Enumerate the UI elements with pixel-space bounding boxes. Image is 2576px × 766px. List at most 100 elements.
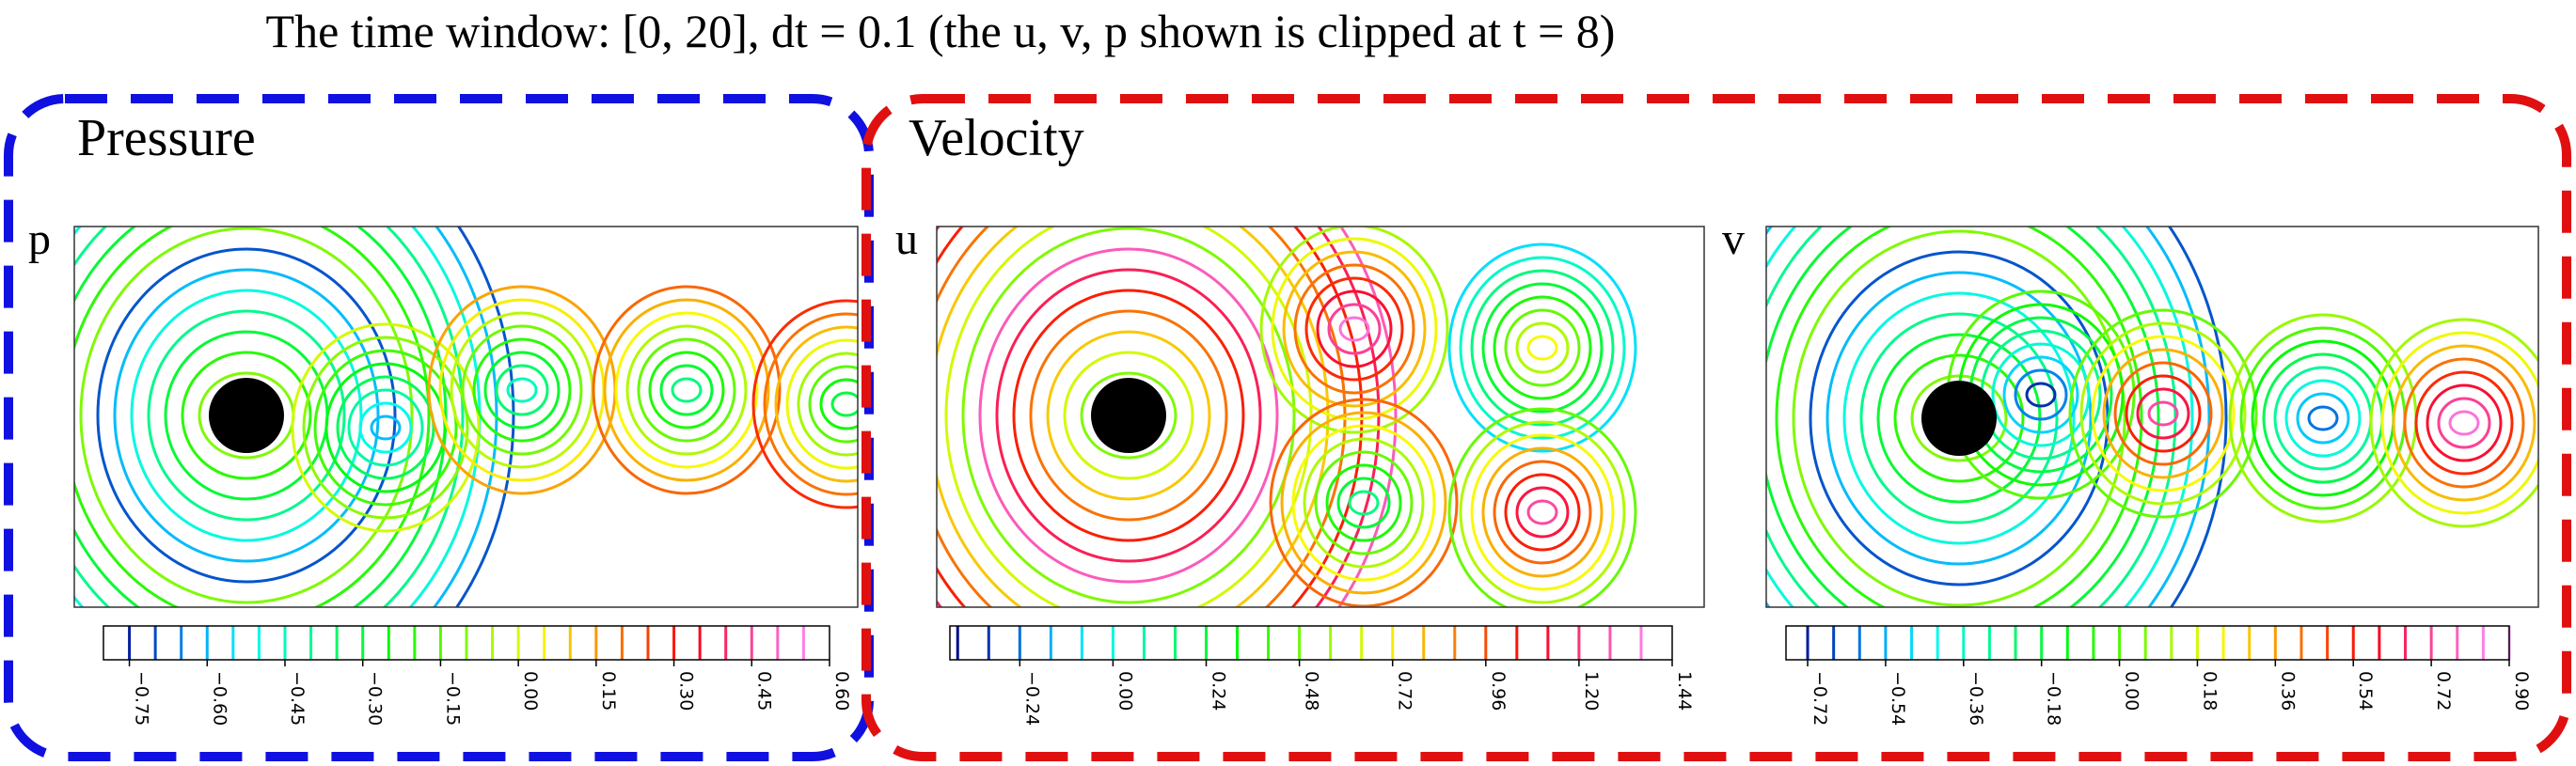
contour-line: [74, 227, 448, 607]
contour-line: [961, 227, 1296, 604]
contour-line: [506, 377, 538, 403]
contour-line: [1303, 437, 1425, 569]
contour-line: [978, 247, 1279, 584]
contour-line: [1470, 269, 1615, 427]
contour-line: [2125, 374, 2202, 453]
contour-line: [1029, 309, 1228, 522]
contour-line: [1316, 289, 1393, 368]
contour-line: [427, 285, 617, 495]
variable-label: p: [28, 214, 51, 264]
pressure-frame: [4, 94, 874, 761]
contour-field: [1766, 227, 2538, 607]
colorbar-tick-label: −0.45: [287, 671, 308, 726]
colorbar-tick-label: −0.15: [442, 671, 463, 726]
contour-line: [1515, 321, 1570, 374]
contour-line: [370, 414, 402, 441]
colorbar-tick-label: 0.00: [2122, 671, 2142, 711]
colorbar-tick-label: −0.30: [365, 671, 386, 726]
contour-line: [1046, 330, 1211, 501]
contour-line: [944, 227, 1313, 607]
colorbar-frame: [103, 625, 830, 661]
contour-line: [2091, 335, 2236, 492]
contour-line: [2228, 313, 2418, 524]
contour-line: [1282, 250, 1427, 408]
colorbar-tick-label: 0.18: [2199, 671, 2220, 711]
contour-line: [625, 324, 748, 456]
colorbar-tick-label: 0.30: [676, 671, 697, 711]
variable-label: v: [1722, 214, 1745, 264]
contour-line: [1526, 335, 1558, 361]
contour-line: [336, 375, 435, 480]
contour-line: [1859, 312, 2059, 524]
contour-line: [1080, 371, 1177, 460]
colorbar-tick-label: 0.96: [1488, 671, 1509, 711]
contour-line: [1447, 407, 1637, 607]
contour-line: [2426, 383, 2503, 462]
contour-line: [1336, 477, 1391, 529]
contour-line: [751, 299, 858, 509]
contour-line: [1470, 433, 1615, 591]
contour-line: [2102, 348, 2224, 479]
panel-heading: Velocity: [909, 109, 1084, 167]
contour-line: [2136, 387, 2190, 440]
contour-line: [2437, 397, 2491, 449]
contour-line: [472, 337, 572, 443]
contour-line: [358, 401, 413, 454]
plot-frame: [1765, 226, 2539, 608]
contour-line: [797, 352, 858, 457]
contour-line: [2002, 355, 2079, 434]
contour-line: [1304, 276, 1404, 382]
contour-line: [1481, 282, 1604, 414]
contour-line: [1459, 256, 1626, 440]
colorbar-frame: [949, 625, 1673, 661]
contour-line: [1063, 351, 1194, 480]
contour-line: [1526, 499, 1558, 525]
contour-line: [2448, 410, 2480, 436]
colorbar-tick-label: 0.36: [2277, 671, 2298, 711]
contour-line: [2262, 352, 2384, 484]
contour-line: [2284, 379, 2362, 458]
contour-line: [181, 351, 312, 480]
colorbar-tick-label: −0.36: [1966, 671, 1986, 726]
contour-line: [2369, 318, 2538, 528]
contour-line: [96, 247, 397, 584]
contour-line: [147, 309, 346, 522]
contour-line: [2403, 357, 2525, 489]
contour-line: [2113, 361, 2213, 466]
contour-line: [2296, 392, 2350, 445]
contour-line: [130, 289, 363, 542]
contour-line: [2167, 227, 2228, 607]
contour-line: [74, 227, 431, 607]
plot-frame: [936, 226, 1705, 608]
contour-line: [1991, 342, 2091, 447]
contour-line: [291, 322, 481, 533]
contour-line: [1280, 411, 1447, 595]
contour-line: [1336, 227, 1398, 607]
cylinder: [1091, 378, 1166, 453]
contour-line: [1825, 271, 2093, 566]
colorbar-tick-label: 1.20: [1581, 671, 1602, 711]
contour-line: [819, 378, 858, 430]
contour-line: [1792, 229, 2126, 607]
contour-line: [1515, 486, 1570, 539]
contour-line: [603, 298, 770, 482]
contour-line: [2068, 308, 2258, 519]
contour-line: [1842, 291, 2076, 545]
contour-line: [637, 337, 736, 443]
contour-line: [1481, 446, 1604, 578]
contour-line: [671, 377, 703, 403]
colorbar-tick-label: −0.24: [1021, 671, 1042, 726]
cylinder: [209, 378, 284, 453]
contour-line: [1504, 473, 1581, 552]
contour-line: [1493, 295, 1592, 400]
contour-line: [830, 391, 858, 417]
colorbar-tick-label: 0.24: [1209, 671, 1229, 711]
contour-field: [74, 227, 858, 607]
variable-label: u: [895, 214, 918, 264]
contour-line: [592, 285, 782, 495]
colorbar-tick-label: 0.45: [753, 671, 774, 711]
contour-line: [659, 364, 714, 416]
contour-line: [1504, 308, 1581, 387]
contour-line: [1325, 463, 1402, 542]
contour-line: [461, 324, 583, 456]
